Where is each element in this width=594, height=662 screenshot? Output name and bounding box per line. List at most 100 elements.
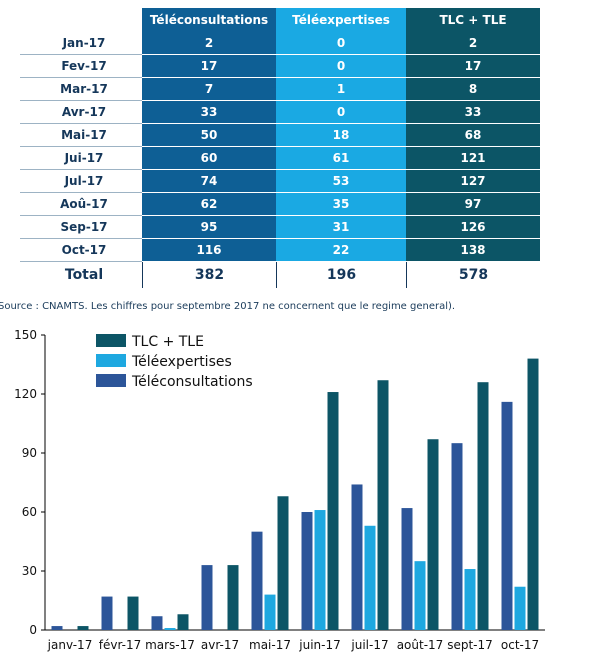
bar-teleconsultations — [251, 531, 263, 630]
row-month: Avr-17 — [20, 101, 142, 124]
table-row: Jul-17 74 53 127 — [20, 170, 540, 193]
table-row: Avr-17 33 0 33 — [20, 101, 540, 124]
cell-tlc-tle: 97 — [406, 193, 540, 216]
cell-teleexpertises: 35 — [276, 193, 406, 216]
y-tick-label: 120 — [14, 387, 37, 401]
cell-teleconsultations: 50 — [142, 124, 276, 147]
bar-tlc-tle — [427, 439, 439, 630]
header-tlc-tle: TLC + TLE — [406, 8, 540, 32]
header-month — [20, 8, 142, 32]
bar-teleconsultations — [101, 596, 113, 630]
row-month: Mar-17 — [20, 78, 142, 101]
cell-tlc-tle: 127 — [406, 170, 540, 193]
bar-tlc-tle — [527, 358, 539, 630]
cell-tlc-tle: 121 — [406, 147, 540, 170]
cell-teleconsultations: 95 — [142, 216, 276, 239]
total-label: Total — [20, 262, 142, 288]
table-row: Mai-17 50 18 68 — [20, 124, 540, 147]
cell-teleconsultations: 33 — [142, 101, 276, 124]
cell-teleconsultations: 116 — [142, 239, 276, 262]
bar-tlc-tle — [477, 382, 489, 630]
y-tick-label: 60 — [22, 505, 37, 519]
table-row: Mar-17 7 1 8 — [20, 78, 540, 101]
cell-teleexpertises: 1 — [276, 78, 406, 101]
cell-teleexpertises: 53 — [276, 170, 406, 193]
row-month: Mai-17 — [20, 124, 142, 147]
table-row: Oct-17 116 22 138 — [20, 239, 540, 262]
x-tick-label: oct-17 — [501, 638, 539, 652]
x-tick-label: juil-17 — [350, 638, 388, 652]
bar-tlc-tle — [227, 565, 239, 630]
bar-teleconsultations — [201, 565, 213, 630]
bar-teleexpertises — [164, 628, 176, 630]
bar-teleexpertises — [314, 510, 326, 630]
table-row: Fev-17 17 0 17 — [20, 55, 540, 78]
x-tick-label: janv-17 — [47, 638, 93, 652]
table-body: Jan-17 2 0 2 Fev-17 17 0 17 Mar-17 7 1 8 Avr-17 33 0 33… — [20, 32, 540, 288]
cell-teleconsultations: 60 — [142, 147, 276, 170]
legend-label: TLC + TLE — [131, 334, 204, 350]
total-tlc-tle: 578 — [406, 262, 540, 288]
header-teleexpertises: Téléexpertises — [276, 8, 406, 32]
bar-tlc-tle — [127, 596, 139, 630]
data-table-section: Téléconsultations Téléexpertises TLC + T… — [0, 0, 594, 312]
total-row: Total 382 196 578 — [20, 262, 540, 288]
y-tick-label: 30 — [22, 564, 37, 578]
bar-teleexpertises — [414, 561, 426, 630]
bar-teleexpertises — [364, 525, 376, 630]
x-tick-label: févr-17 — [99, 638, 141, 652]
table-row: Jui-17 60 61 121 — [20, 147, 540, 170]
bar-teleexpertises — [464, 569, 476, 630]
bar-tlc-tle — [277, 496, 289, 630]
cell-tlc-tle: 2 — [406, 32, 540, 55]
bar-teleconsultations — [451, 443, 463, 630]
cell-tlc-tle: 17 — [406, 55, 540, 78]
cell-tlc-tle: 33 — [406, 101, 540, 124]
cell-teleexpertises: 22 — [276, 239, 406, 262]
bar-teleexpertises — [514, 586, 526, 630]
total-teleexpertises: 196 — [276, 262, 406, 288]
bar-tlc-tle — [377, 380, 389, 630]
y-tick-label: 90 — [22, 446, 37, 460]
cell-teleexpertises: 0 — [276, 55, 406, 78]
x-tick-label: sept-17 — [447, 638, 493, 652]
legend-swatch — [96, 374, 126, 387]
bar-teleconsultations — [301, 512, 313, 630]
x-tick-label: mars-17 — [145, 638, 195, 652]
cell-teleexpertises: 31 — [276, 216, 406, 239]
cell-tlc-tle: 138 — [406, 239, 540, 262]
x-tick-label: août-17 — [397, 638, 444, 652]
y-tick-label: 150 — [14, 328, 37, 342]
row-month: Fev-17 — [20, 55, 142, 78]
x-tick-label: avr-17 — [201, 638, 239, 652]
cell-teleconsultations: 2 — [142, 32, 276, 55]
bar-teleconsultations — [351, 484, 363, 630]
table-row: Sep-17 95 31 126 — [20, 216, 540, 239]
y-tick-label: 0 — [29, 623, 37, 637]
legend-swatch — [96, 334, 126, 347]
cell-tlc-tle: 126 — [406, 216, 540, 239]
legend-swatch — [96, 354, 126, 367]
legend-label: Téléexpertises — [131, 354, 232, 370]
cell-teleconsultations: 7 — [142, 78, 276, 101]
bar-teleexpertises — [264, 594, 276, 630]
x-tick-label: juin-17 — [298, 638, 340, 652]
bar-tlc-tle — [327, 392, 339, 630]
cell-tlc-tle: 68 — [406, 124, 540, 147]
total-teleconsultations: 382 — [142, 262, 276, 288]
table-header-row: Téléconsultations Téléexpertises TLC + T… — [20, 8, 540, 32]
bar-teleconsultations — [401, 508, 413, 630]
bar-tlc-tle — [177, 614, 189, 630]
table-row: Aoû-17 62 35 97 — [20, 193, 540, 216]
data-table: Téléconsultations Téléexpertises TLC + T… — [20, 8, 540, 288]
row-month: Jui-17 — [20, 147, 142, 170]
cell-teleconsultations: 74 — [142, 170, 276, 193]
header-teleconsultations: Téléconsultations — [142, 8, 276, 32]
row-month: Sep-17 — [20, 216, 142, 239]
cell-teleconsultations: 62 — [142, 193, 276, 216]
cell-teleexpertises: 18 — [276, 124, 406, 147]
row-month: Jul-17 — [20, 170, 142, 193]
bar-teleconsultations — [501, 401, 513, 630]
table-row: Jan-17 2 0 2 — [20, 32, 540, 55]
row-month: Jan-17 — [20, 32, 142, 55]
